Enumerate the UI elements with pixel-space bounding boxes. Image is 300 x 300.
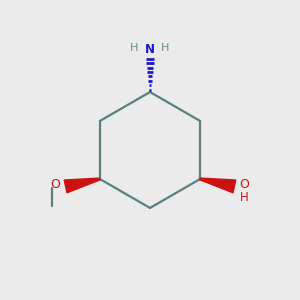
Text: O: O — [50, 178, 60, 191]
Polygon shape — [200, 178, 236, 193]
Text: O: O — [240, 178, 250, 191]
Text: N: N — [145, 44, 155, 56]
Text: H: H — [240, 191, 248, 204]
Text: H: H — [130, 43, 139, 53]
Text: H: H — [161, 43, 169, 53]
Polygon shape — [64, 178, 100, 193]
